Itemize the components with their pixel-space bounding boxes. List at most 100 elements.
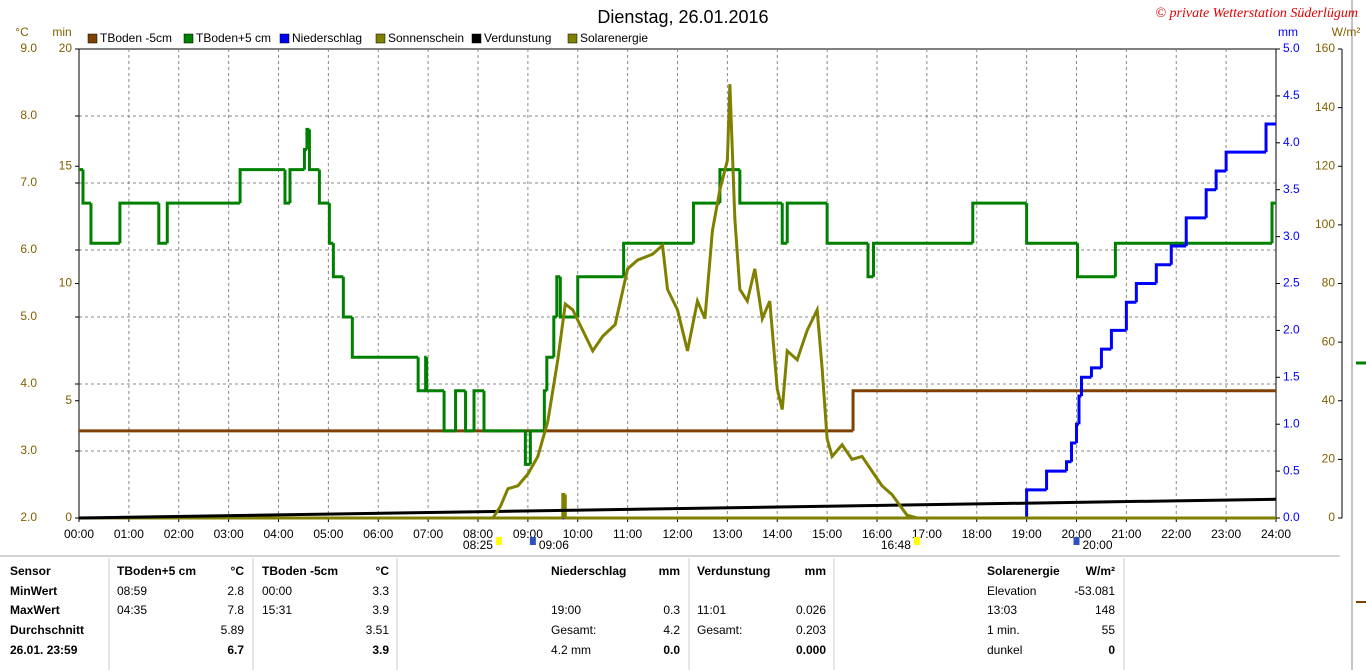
series-step: [825, 203, 869, 245]
table-cell: MinWert: [10, 584, 57, 598]
table-cell: -53.081: [1074, 584, 1115, 598]
table-cell: 0.026: [796, 603, 826, 617]
series-step: [1134, 282, 1157, 303]
x-tick-label: 06:00: [363, 527, 393, 541]
y-tick-label: 120: [1315, 158, 1335, 172]
series-step: [1025, 488, 1047, 518]
table-cell: mm: [659, 564, 680, 578]
series-step: [472, 389, 484, 431]
series-line: [78, 497, 1277, 520]
series-step: [563, 494, 1276, 520]
axis-title: °C: [15, 25, 29, 39]
credit: © private Wetterstation Süderlügum: [1155, 6, 1358, 21]
x-tick-label: 04:00: [263, 527, 293, 541]
series-step: [1076, 243, 1116, 279]
series-step: [425, 357, 445, 393]
table-cell: 6.7: [227, 643, 244, 657]
table-cell: °C: [376, 564, 390, 578]
x-tick-label: 15:00: [812, 527, 842, 541]
series-step: [1124, 300, 1137, 331]
series-step: [288, 168, 305, 204]
series-step: [1270, 201, 1276, 244]
y-tick-label: 160: [1315, 41, 1335, 55]
table-cell: 26.01. 23:59: [10, 643, 78, 657]
annotation-label: 08:25: [463, 538, 493, 552]
y-tick-label: 1.5: [1283, 369, 1300, 383]
x-tick-label: 08:00: [463, 527, 493, 541]
annotation-marker: [913, 537, 920, 545]
series-step: [866, 243, 874, 279]
legend-swatch: [279, 33, 290, 44]
series-step: [1113, 241, 1273, 277]
series-line: [491, 84, 918, 520]
table-cell: 13:03: [987, 603, 1017, 617]
series-step: [118, 201, 159, 244]
x-tick-label: 22:00: [1161, 527, 1191, 541]
table-cell: 3.9: [372, 643, 389, 657]
table-cell: Niederschlag: [551, 564, 626, 578]
x-tick-label: 02:00: [164, 527, 194, 541]
x-tick-label: 13:00: [712, 527, 742, 541]
x-tick-label: 12:00: [662, 527, 692, 541]
y-tick-label: 5.0: [1283, 41, 1300, 55]
table-cell: 4.2: [663, 623, 680, 637]
table-cell: TBoden -5cm: [262, 564, 338, 578]
series-step: [1224, 150, 1267, 171]
series-step: [622, 241, 694, 277]
annotation-marker: [495, 537, 502, 545]
series-step: [971, 201, 1027, 244]
legend-label: Solarenergie: [580, 31, 648, 45]
y-tick-label: 2.0: [1283, 323, 1300, 337]
series-step: [416, 357, 426, 393]
axis-title: min: [52, 25, 71, 39]
series-step: [1214, 169, 1227, 190]
series-step: [283, 169, 290, 205]
x-tick-label: 01:00: [114, 527, 144, 541]
x-tick-label: 20:00: [1061, 527, 1091, 541]
series-step: [1045, 469, 1067, 490]
table-cell: Gesamt:: [551, 623, 596, 637]
y-tick-label: 4.5: [1283, 88, 1300, 102]
series-step: [780, 203, 788, 245]
annotation-marker: [1073, 537, 1080, 545]
table-cell: 00:00: [262, 584, 292, 598]
series-step: [1089, 366, 1102, 378]
table-cell: 0.203: [796, 623, 826, 637]
series-step: [1070, 441, 1077, 462]
y-tick-label: 80: [1322, 276, 1336, 290]
series-step: [157, 203, 168, 245]
table-cell: °C: [231, 564, 245, 578]
y-tick-label: 2.0: [20, 510, 37, 524]
y-tick-label: 100: [1315, 217, 1335, 231]
table-cell: 4.2 mm: [551, 643, 591, 657]
series-step: [1065, 460, 1072, 472]
y-tick-label: 6.0: [20, 242, 37, 256]
y-tick-label: 4.0: [20, 376, 37, 390]
table-cell: 3.9: [372, 603, 389, 617]
series-step: [238, 168, 285, 204]
y-tick-label: 10: [59, 276, 73, 290]
series-step: [1025, 203, 1078, 245]
series-step: [165, 201, 241, 244]
y-tick-label: 9.0: [20, 41, 37, 55]
x-tick-label: 05:00: [313, 527, 343, 541]
y-tick-label: 60: [1322, 334, 1336, 348]
y-tick-label: 3.0: [20, 443, 37, 457]
legend-label: Verdunstung: [484, 31, 551, 45]
y-tick-label: 8.0: [20, 108, 37, 122]
y-tick-label: 3.0: [1283, 229, 1300, 243]
table-cell: 04:35: [117, 603, 147, 617]
table-cell: 15:31: [262, 603, 292, 617]
table-separators: [108, 558, 1125, 670]
table-cell: 19:00: [551, 603, 581, 617]
series-step: [523, 430, 531, 466]
x-tick-label: 24:00: [1261, 527, 1291, 541]
table-cell: 55: [1102, 623, 1116, 637]
series-step: [851, 389, 1276, 431]
legend-label: Sonnenschein: [388, 31, 464, 45]
y-tick-label: 0.0: [1283, 510, 1300, 524]
table-cell: Elevation: [987, 584, 1036, 598]
series-step: [317, 169, 330, 205]
table-cell: 3.51: [366, 623, 390, 637]
